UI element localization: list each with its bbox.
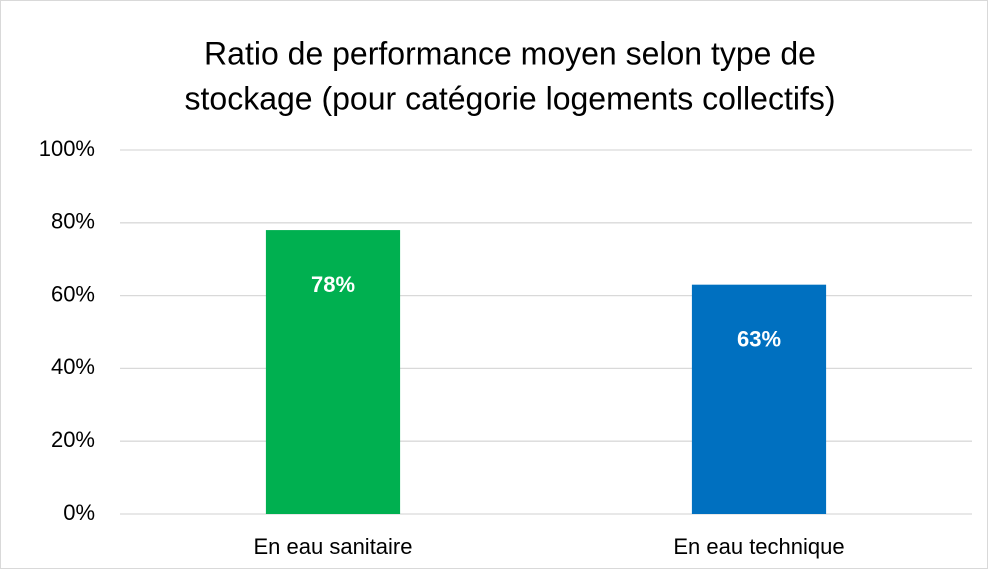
bar xyxy=(265,230,401,514)
chart-title: stockage (pour catégorie logements colle… xyxy=(185,80,836,116)
data-label: 78% xyxy=(311,272,355,297)
y-tick-label: 20% xyxy=(51,427,95,452)
y-tick-label: 100% xyxy=(39,136,95,161)
data-label: 63% xyxy=(737,326,781,351)
y-tick-label: 80% xyxy=(51,209,95,234)
bar xyxy=(691,284,827,514)
x-tick-label: En eau technique xyxy=(673,534,844,559)
x-tick-label: En eau sanitaire xyxy=(254,534,413,559)
y-tick-label: 40% xyxy=(51,354,95,379)
chart-title: Ratio de performance moyen selon type de xyxy=(204,35,816,71)
y-tick-label: 60% xyxy=(51,281,95,306)
y-tick-label: 0% xyxy=(63,500,95,525)
